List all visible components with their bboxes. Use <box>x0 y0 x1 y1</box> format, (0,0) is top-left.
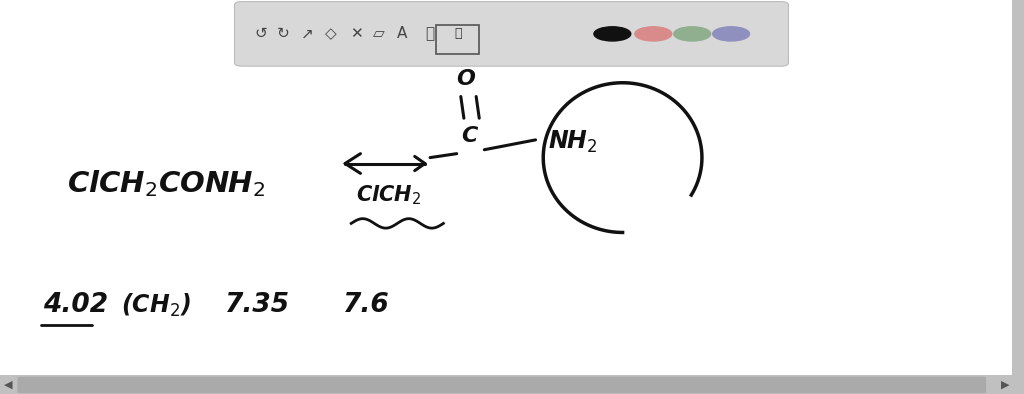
Text: 4.02: 4.02 <box>43 292 109 318</box>
Text: ◇: ◇ <box>325 26 337 41</box>
Text: ⛰: ⛰ <box>426 26 434 41</box>
Circle shape <box>674 27 711 41</box>
Text: O: O <box>457 69 475 89</box>
Text: ▶: ▶ <box>1001 379 1010 390</box>
FancyBboxPatch shape <box>0 0 1012 375</box>
Circle shape <box>713 27 750 41</box>
Text: ◀: ◀ <box>4 379 12 390</box>
Text: NH$_2$: NH$_2$ <box>548 129 598 155</box>
Text: ✕: ✕ <box>350 26 362 41</box>
Text: 7.35: 7.35 <box>225 292 291 318</box>
FancyBboxPatch shape <box>1012 0 1024 375</box>
Text: C: C <box>461 126 477 146</box>
Text: ↗: ↗ <box>301 26 313 41</box>
FancyBboxPatch shape <box>17 377 986 393</box>
Text: 7.6: 7.6 <box>343 292 390 318</box>
Text: ClCH$_2$: ClCH$_2$ <box>356 183 422 207</box>
Text: ⛰: ⛰ <box>454 28 462 40</box>
FancyBboxPatch shape <box>0 375 1024 394</box>
Text: A: A <box>397 26 408 41</box>
Circle shape <box>594 27 631 41</box>
Text: ↻: ↻ <box>278 26 290 41</box>
Circle shape <box>635 27 672 41</box>
Text: ↺: ↺ <box>255 26 267 41</box>
Text: (CH$_2$): (CH$_2$) <box>121 292 190 319</box>
FancyBboxPatch shape <box>234 2 788 66</box>
Text: ▱: ▱ <box>373 26 385 41</box>
Text: ClCH$_2$CONH$_2$: ClCH$_2$CONH$_2$ <box>67 168 265 199</box>
